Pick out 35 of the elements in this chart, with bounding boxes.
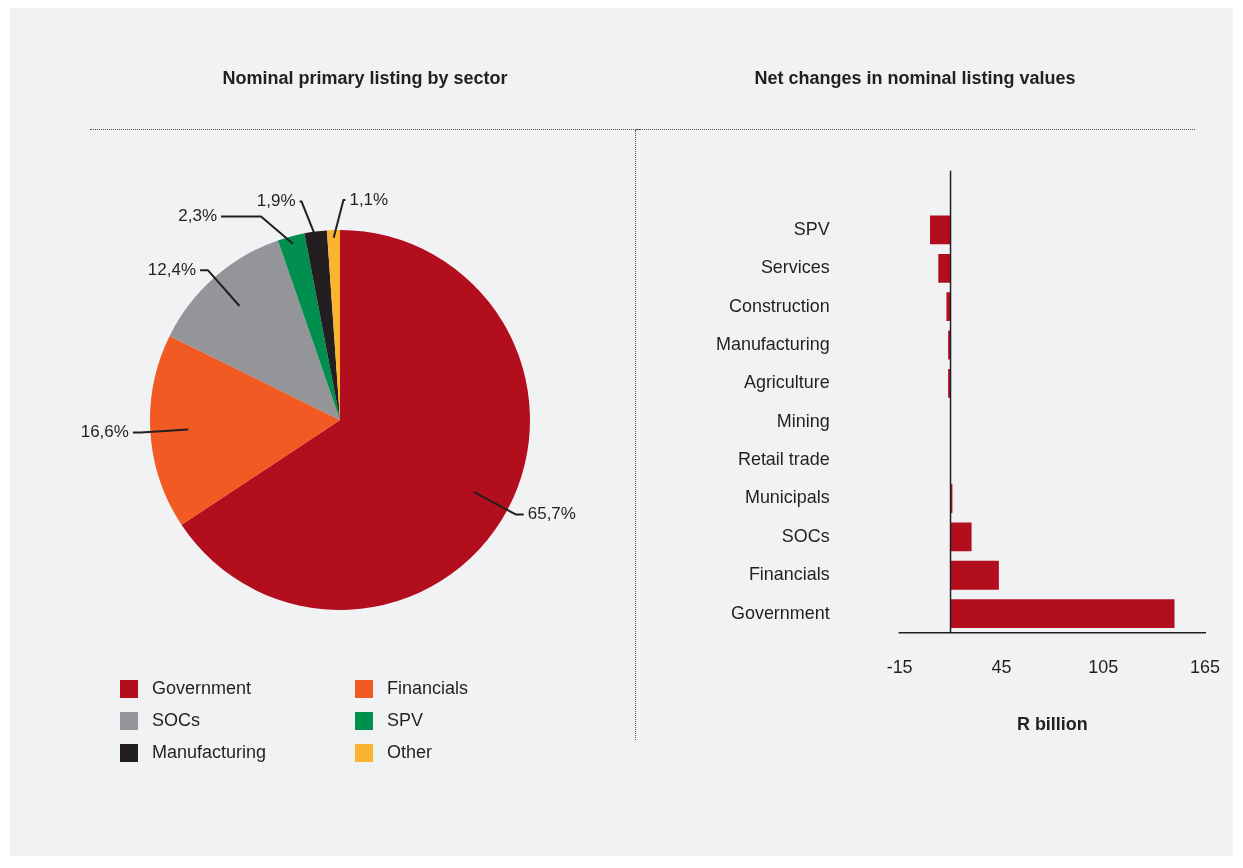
data-label: 1,1%	[349, 189, 389, 209]
chart-title: Net changes in nominal listing values	[635, 68, 1195, 130]
legend-label: Manufacturing	[152, 742, 267, 763]
data-label: 65,7%	[527, 504, 576, 524]
data-label: 12,4%	[147, 260, 197, 280]
y-tick-label: Services	[760, 257, 830, 278]
y-tick-label: Mining	[776, 410, 830, 431]
y-tick-label: Financials	[748, 564, 830, 585]
y-tick-label: SPV	[793, 218, 830, 239]
legend-label: SOCs	[152, 710, 201, 731]
legend-label: Government	[152, 678, 252, 699]
y-tick-label: Agriculture	[743, 372, 830, 393]
bar	[950, 599, 1175, 629]
bar	[950, 522, 972, 552]
legend-label: SPV	[387, 710, 424, 731]
x-tick-label: 105	[1088, 656, 1119, 677]
chart-title: Nominal primary listing by sector	[90, 68, 640, 130]
x-tick-label: 165	[1190, 656, 1221, 677]
legend-label: Financials	[387, 678, 469, 699]
y-tick-label: Retail trade	[737, 449, 830, 470]
x-tick-label: 45	[991, 656, 1012, 677]
x-axis-title: R billion	[1016, 714, 1088, 735]
y-tick-label: Manufacturing	[715, 334, 830, 355]
y-tick-label: Construction	[728, 295, 830, 316]
y-tick-label: Government	[730, 602, 830, 623]
data-label: 1,9%	[256, 191, 296, 211]
data-label: 2,3%	[178, 206, 218, 226]
legend-label: Other	[387, 742, 433, 763]
bar	[930, 215, 951, 245]
bar	[950, 560, 999, 590]
y-tick-label: Municipals	[744, 487, 830, 508]
data-label: 16,6%	[80, 422, 129, 442]
y-tick-label: SOCs	[781, 525, 830, 546]
x-tick-label: -15	[886, 656, 913, 677]
bar	[938, 253, 951, 283]
